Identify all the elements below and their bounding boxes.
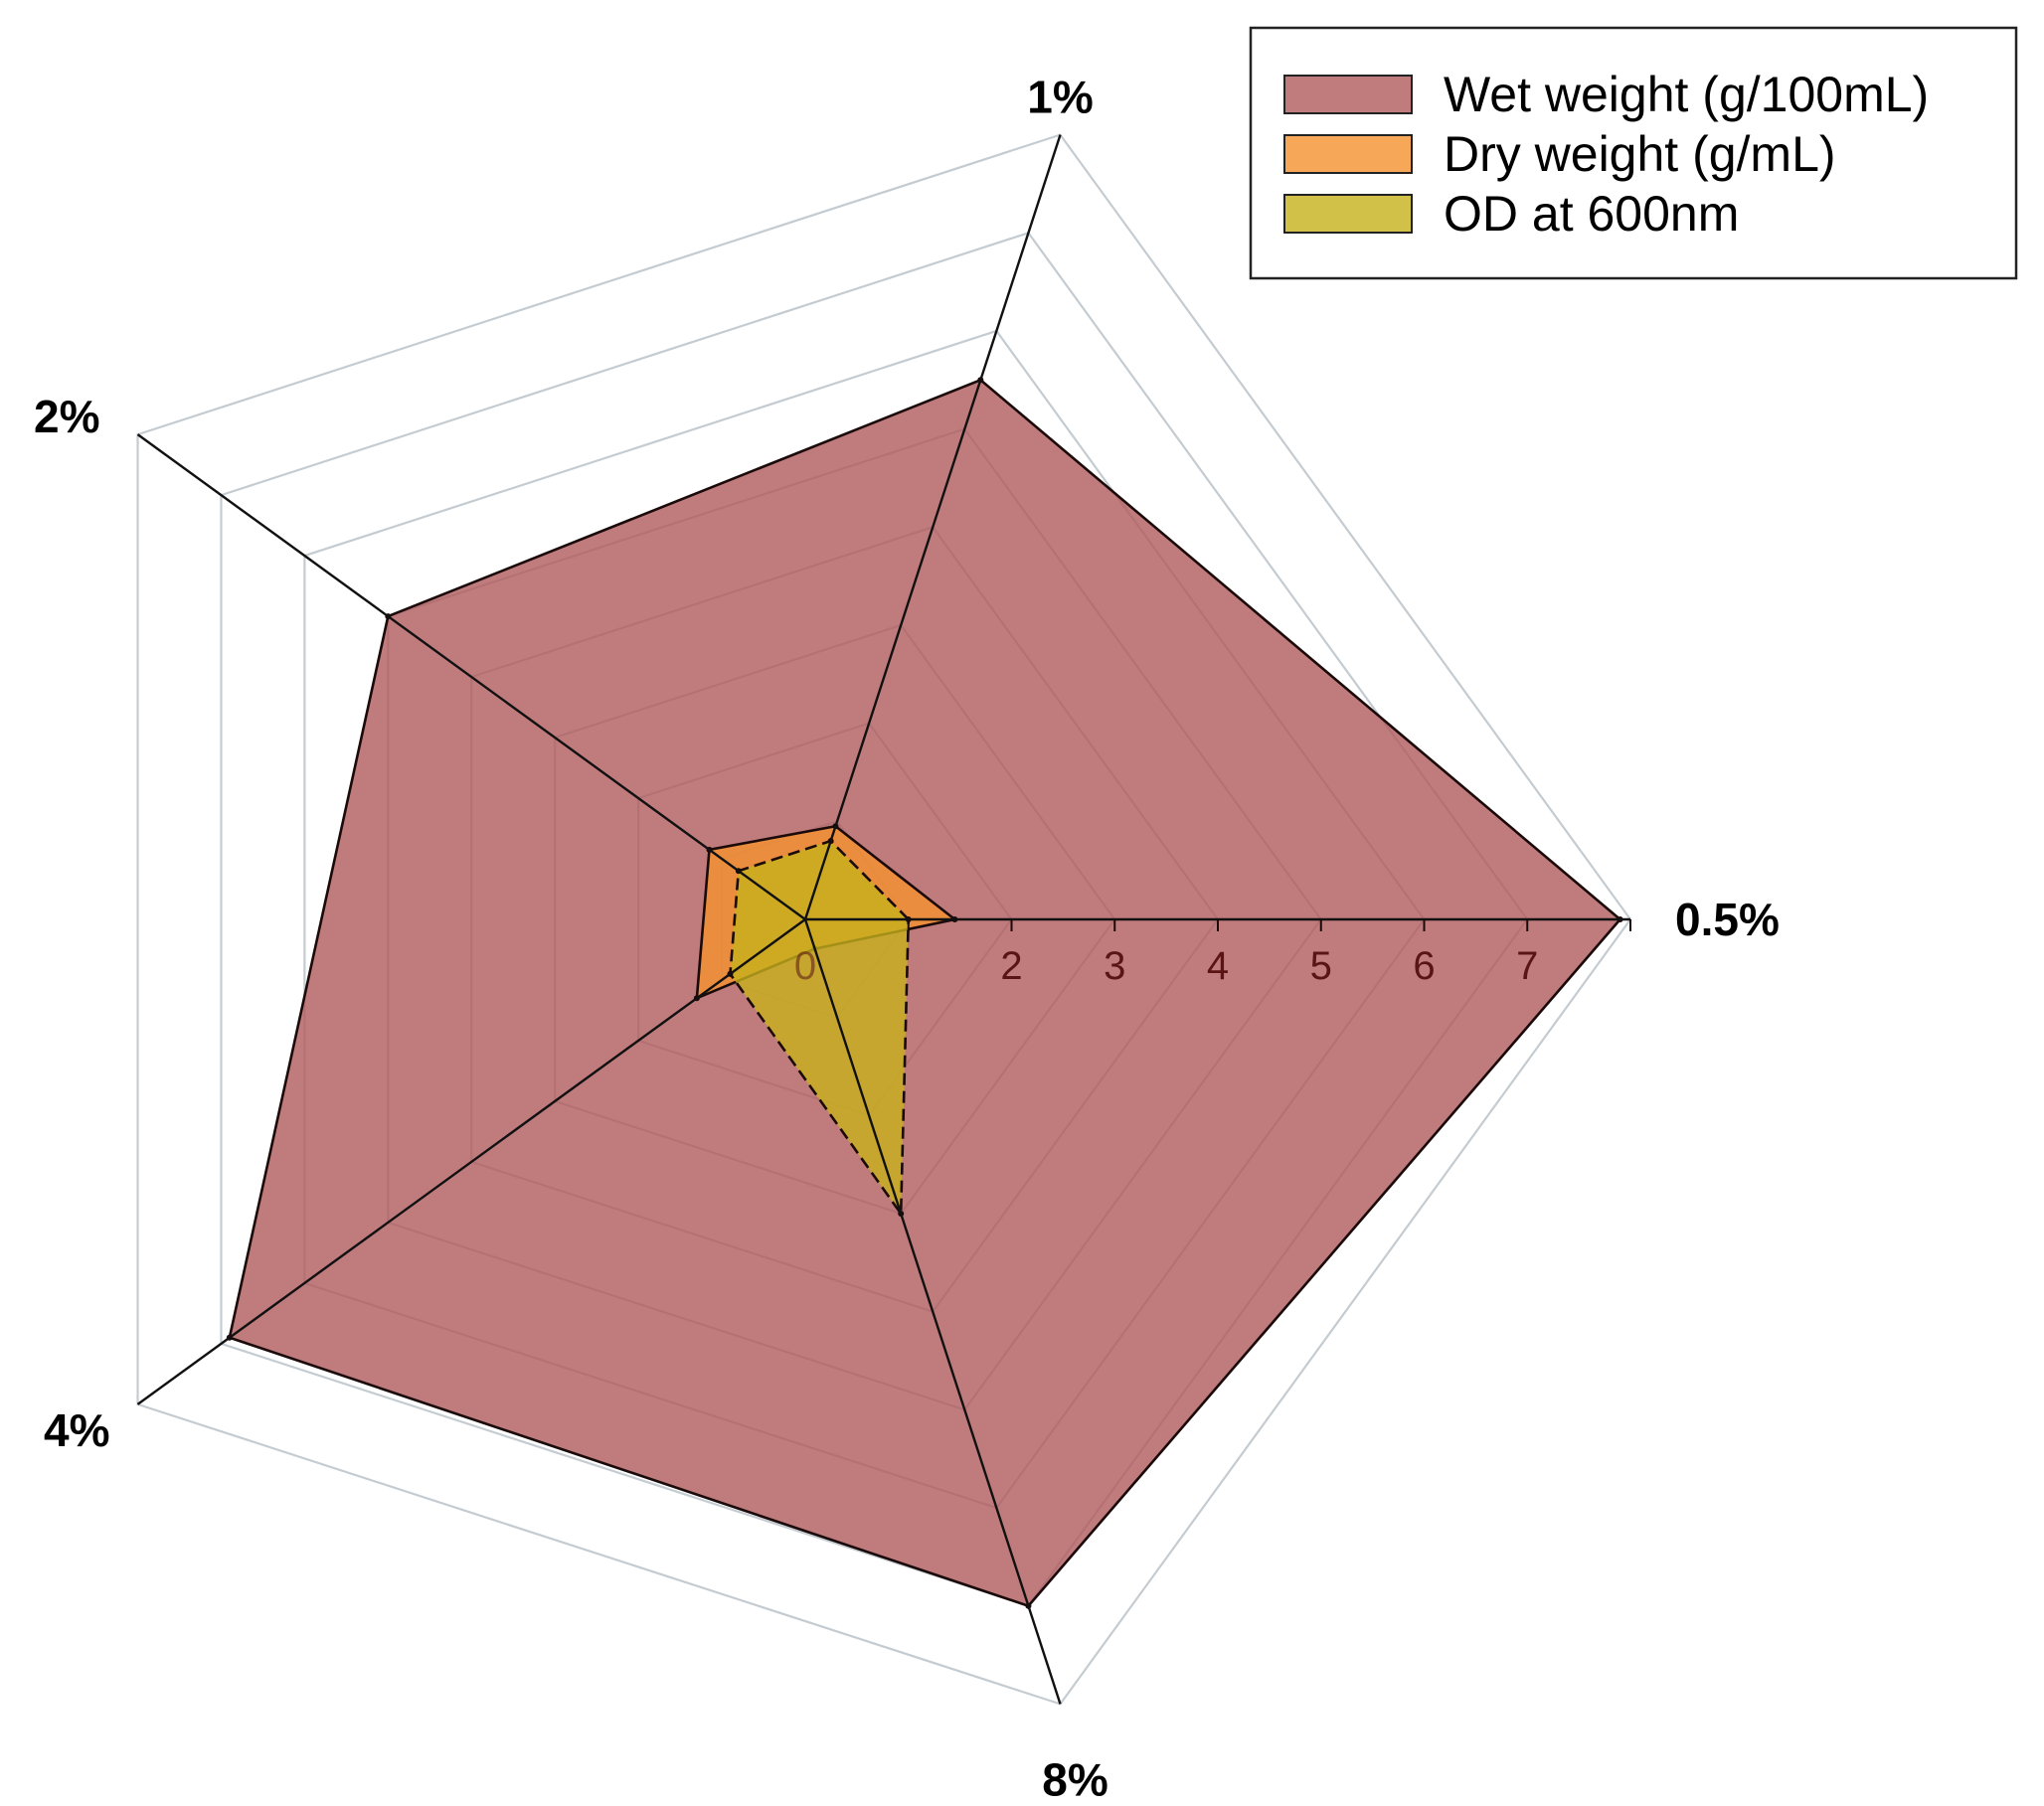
tick-label: 7 [1516, 944, 1538, 988]
axis-label-4: 8% [1042, 1753, 1107, 1805]
spoke-3 [136, 918, 806, 1405]
axis-label-1: 1% [1027, 72, 1093, 123]
tick-label: 5 [1310, 944, 1332, 988]
legend-label-1: Dry weight (g/mL) [1444, 126, 1836, 182]
spoke-4 [803, 918, 1062, 1705]
legend-swatch-2 [1283, 194, 1413, 234]
grid-ring [136, 133, 1632, 1706]
series-polygon-0 [228, 378, 1622, 1608]
radar-axis-labels: 0.5% 1% 2% 4% 8% [34, 72, 1780, 1806]
tick-label: 3 [1104, 944, 1125, 988]
series-polygon-2 [729, 839, 911, 1218]
tick-label: 6 [1413, 944, 1435, 988]
radar-tick-labels: 0 2 3 4 5 6 7 [794, 919, 1631, 988]
spoke-2 [136, 433, 806, 920]
legend: Wet weight (g/100mL)Dry weight (g/mL)OD … [1249, 26, 2018, 280]
axis-label-2: 2% [34, 391, 99, 442]
legend-swatch-0 [1283, 75, 1413, 114]
legend-label-0: Wet weight (g/100mL) [1444, 67, 1929, 122]
axis-label-0: 0.5% [1675, 894, 1780, 945]
radar-spokes [136, 134, 1630, 1705]
radar-series [226, 377, 1623, 1609]
legend-label-2: OD at 600nm [1444, 186, 1739, 242]
spoke-1 [803, 134, 1062, 920]
tick-label: 4 [1207, 944, 1229, 988]
legend-swatch-1 [1283, 134, 1413, 174]
tick-label: 0 [794, 944, 816, 988]
axis-label-3: 4% [44, 1404, 109, 1456]
tick-label: 2 [1000, 944, 1022, 988]
